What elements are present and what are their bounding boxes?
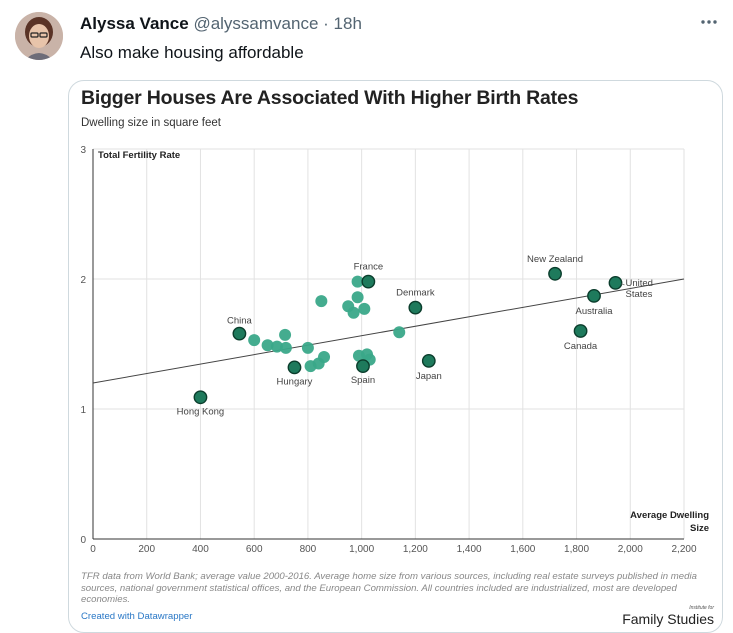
x-tick-label: 2,200 xyxy=(671,544,696,555)
data-point xyxy=(356,359,370,373)
data-point xyxy=(587,288,601,303)
chart-notes: TFR data from World Bank; average value … xyxy=(81,571,697,606)
logo-main-text: Family Studies xyxy=(622,611,714,627)
scatter-plot: 0 200 400 600 800 1,000 1,200 1,400 1,600 1,800 2,… xyxy=(80,145,709,555)
x-tick-label: 0 xyxy=(90,544,96,555)
data-point xyxy=(232,326,247,341)
x-tick-label: 1,600 xyxy=(510,544,535,555)
point-label: Hong Kong xyxy=(177,406,225,417)
data-point xyxy=(271,340,284,353)
x-tick-label: 800 xyxy=(300,544,317,555)
data-point xyxy=(347,306,360,319)
x-tick-label: 1,400 xyxy=(457,544,482,555)
data-point xyxy=(279,341,292,354)
timestamp[interactable]: 18h xyxy=(333,14,362,33)
data-point xyxy=(301,341,314,354)
data-point xyxy=(608,275,623,290)
family-studies-logo: Institute for Family Studies xyxy=(622,605,714,629)
x-tick-label: 1,000 xyxy=(349,544,374,555)
x-tick-label: 1,800 xyxy=(564,544,589,555)
y-tick-label: 2 xyxy=(80,275,86,286)
point-label: Denmark xyxy=(396,288,435,299)
author-name[interactable]: Alyssa Vance xyxy=(80,14,189,33)
x-tick-label: 2,000 xyxy=(618,544,643,555)
point-label: Japan xyxy=(416,371,442,382)
chart-title: Bigger Houses Are Associated With Higher… xyxy=(81,87,579,109)
y-axis-label: Total Fertility Rate xyxy=(98,150,180,161)
tweet-text: Also make housing affordable xyxy=(80,43,304,62)
data-point xyxy=(548,266,562,281)
data-point xyxy=(318,351,331,363)
avatar-image xyxy=(15,12,63,60)
data-point xyxy=(193,390,208,405)
data-point xyxy=(315,295,328,308)
point-label: Spain xyxy=(351,375,375,386)
data-point xyxy=(421,353,436,368)
data-point xyxy=(287,360,302,375)
logo-small-text: Institute for xyxy=(689,605,714,611)
x-tick-label: 400 xyxy=(192,544,209,555)
more-horizontal-icon[interactable] xyxy=(699,12,719,38)
author-handle[interactable]: @alyssamvance xyxy=(193,14,319,33)
separator: · xyxy=(323,14,329,33)
data-point xyxy=(279,328,292,341)
data-point xyxy=(361,274,376,289)
avatar[interactable] xyxy=(15,12,63,60)
y-tick-label: 1 xyxy=(80,405,86,416)
point-label: States xyxy=(625,289,652,300)
y-tick-label: 3 xyxy=(80,145,86,156)
label-leader xyxy=(621,283,625,286)
y-tick-label: 0 xyxy=(80,535,86,546)
data-point xyxy=(393,326,406,339)
point-label: Australia xyxy=(576,306,614,317)
data-point xyxy=(261,339,274,352)
point-label: Canada xyxy=(564,341,598,352)
x-tick-label: 1,200 xyxy=(403,544,428,555)
data-point xyxy=(248,334,261,347)
point-label: New Zealand xyxy=(527,254,583,265)
point-label: France xyxy=(354,262,384,273)
data-point xyxy=(351,291,364,304)
point-label: Hungary xyxy=(277,376,313,387)
point-label: United xyxy=(625,278,652,289)
tweet-header: Alyssa Vance @alyssamvance · 18h xyxy=(80,14,362,34)
x-axis-label: Size xyxy=(690,523,709,534)
chart-image-card[interactable]: Bigger Houses Are Associated With Higher… xyxy=(68,80,723,633)
x-tick-label: 600 xyxy=(246,544,263,555)
chart-subtitle: Dwelling size in square feet xyxy=(81,117,221,129)
x-axis-label: Average Dwelling xyxy=(630,510,709,521)
x-tick-label: 200 xyxy=(138,544,155,555)
trend-line xyxy=(92,278,685,384)
data-point xyxy=(358,302,371,315)
data-point xyxy=(351,275,364,288)
datawrapper-credit-link[interactable]: Created with Datawrapper xyxy=(81,611,193,622)
point-label: China xyxy=(227,316,253,327)
data-point xyxy=(408,300,423,315)
data-point xyxy=(573,324,588,338)
